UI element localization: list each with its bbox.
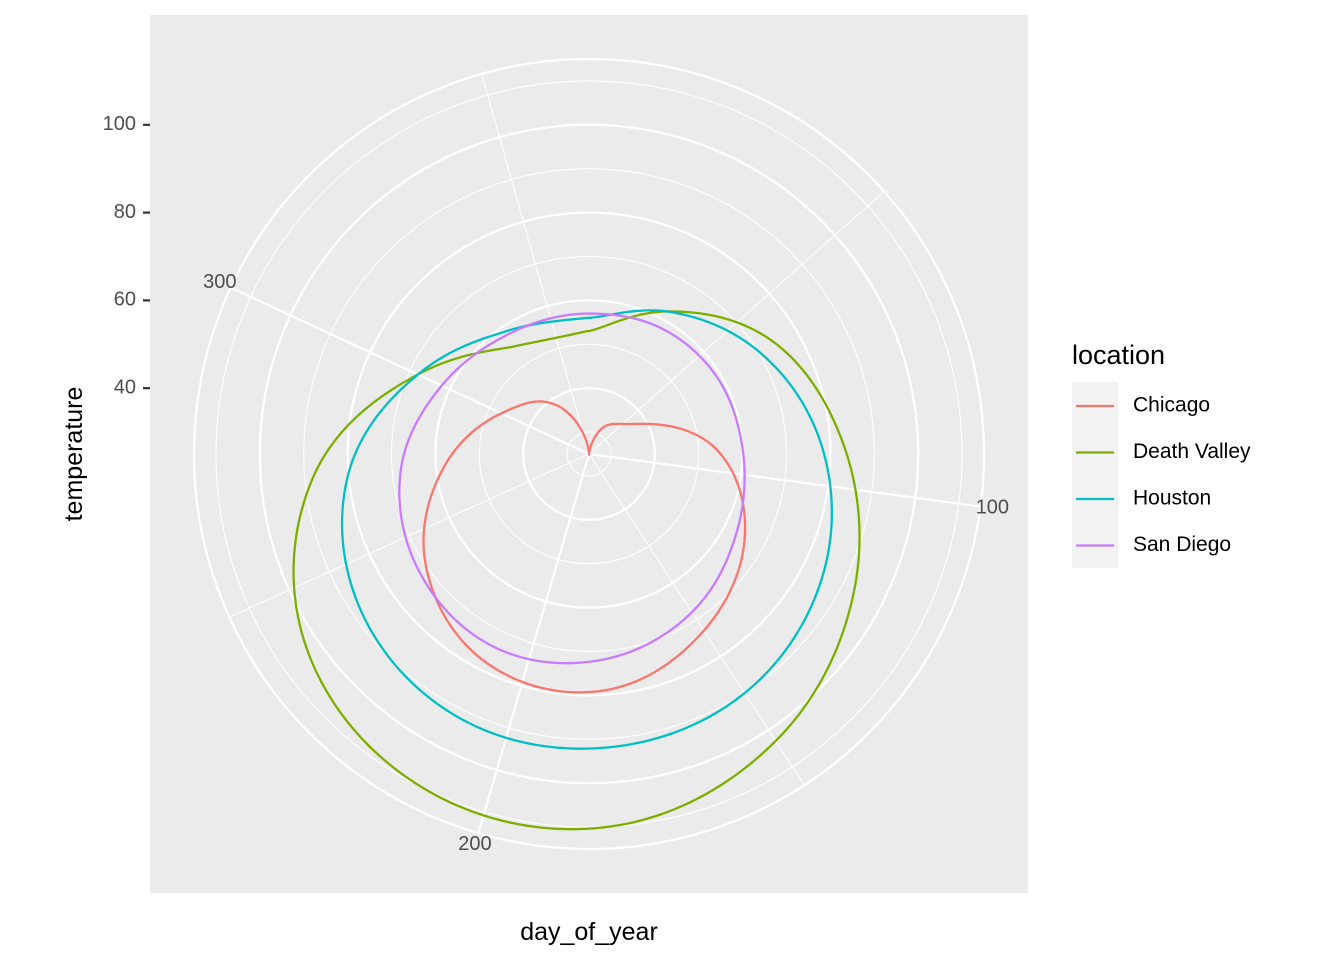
outer-ring: [192, 57, 986, 851]
theta-tick-label: 300: [203, 271, 236, 293]
series-line: [340, 309, 834, 750]
major-ring: [258, 123, 920, 785]
minor-spoke: [481, 73, 590, 455]
theta-tick-labels: 100 200 300: [203, 271, 1009, 855]
minor-spoke: [588, 453, 805, 786]
series-line: [398, 312, 746, 665]
radial-axis: 40 60 80 100: [103, 113, 150, 398]
major-spoke: [588, 452, 981, 508]
y-axis-title: temperature: [60, 387, 88, 522]
legend-key-background: [1072, 382, 1118, 568]
major-spoke: [230, 286, 590, 455]
r-tick-label: 40: [114, 376, 136, 398]
r-tick-label: 60: [114, 289, 136, 311]
theta-tick-label: 100: [976, 496, 1009, 518]
legend-label: Death Valley: [1133, 440, 1251, 463]
polar-grid: [192, 57, 986, 851]
series-line: [422, 400, 747, 694]
theta-tick-label: 200: [458, 833, 491, 855]
series-lines: [292, 309, 861, 831]
minor-ring: [303, 168, 875, 740]
major-ring: [346, 211, 832, 697]
x-axis-title: day_of_year: [520, 918, 658, 946]
legend-label: Houston: [1133, 487, 1211, 510]
legend: location Chicago Death Valley Houston San D…: [1072, 340, 1251, 568]
series-line: [292, 310, 861, 831]
minor-ring: [566, 431, 612, 477]
r-tick-label: 100: [103, 113, 136, 135]
major-ring: [522, 387, 656, 521]
r-tick-label: 80: [114, 201, 136, 223]
minor-ring: [391, 256, 787, 652]
legend-label: Chicago: [1133, 394, 1210, 417]
minor-ring: [215, 80, 963, 828]
minor-ring: [478, 343, 700, 565]
major-spoke: [477, 453, 591, 834]
legend-title: location: [1072, 340, 1165, 370]
legend-label: San Diego: [1133, 533, 1231, 556]
minor-spoke: [229, 453, 590, 618]
